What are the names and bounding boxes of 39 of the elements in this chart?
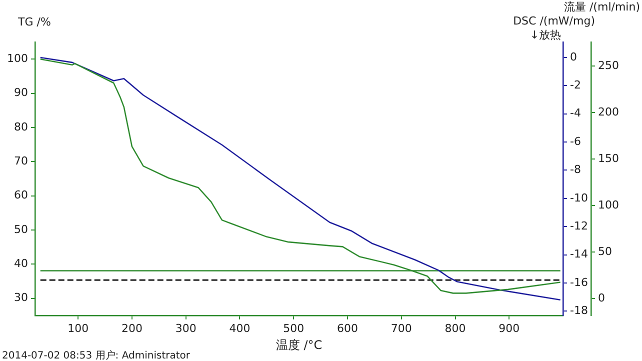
y2-axis-title: DSC /(mW/mg) [513, 14, 596, 28]
x-tick-label: 400 [229, 322, 250, 335]
y-tick-label: 80 [14, 120, 28, 134]
y2-tick-label: -18 [570, 304, 588, 318]
y-tick-label: 90 [14, 86, 28, 100]
y2-tick-label: -4 [570, 106, 582, 120]
y-axis-title: TG /% [17, 15, 51, 28]
y3-tick-label: 150 [598, 152, 620, 166]
y2-tick-label: -12 [570, 219, 588, 232]
x-tick-label: 800 [444, 322, 466, 335]
y2-tick-label: 0 [570, 50, 578, 64]
x-tick-label: 500 [283, 322, 304, 335]
y3-tick-label: 100 [598, 198, 620, 212]
y-tick-label: 100 [6, 52, 28, 65]
x-axis-title: 温度 /°C [276, 338, 322, 352]
y2-tick-label: -8 [570, 163, 582, 176]
y2-tick-label: -10 [570, 191, 588, 204]
x-tick-label: 700 [390, 322, 412, 335]
y-tick-label: 30 [14, 291, 28, 304]
y2-tick-label: -16 [570, 276, 588, 289]
y3-tick-label: 0 [598, 292, 606, 305]
y3-tick-label: 250 [598, 59, 620, 72]
text: ↓放热 [530, 28, 562, 42]
text: 2014-07-02 08:53 用户: Administrator [2, 350, 191, 361]
x-tick-label: 100 [68, 322, 89, 335]
y2-tick-label: -6 [570, 134, 582, 148]
x-tick-label: 900 [498, 322, 520, 335]
y-tick-label: 50 [14, 222, 28, 236]
y3-tick-label: 50 [598, 245, 612, 258]
y-tick-label: 60 [14, 188, 28, 202]
y2-tick-label: -2 [570, 78, 582, 92]
y-tick-label: 70 [14, 154, 28, 168]
y3-tick-label: 200 [598, 106, 620, 119]
y2-tick-label: -14 [570, 248, 588, 261]
x-tick-label: 300 [175, 322, 196, 335]
x-tick-label: 600 [337, 322, 358, 335]
y3-axis-title: 流量 /(ml/min) [564, 0, 640, 14]
y-tick-label: 40 [14, 256, 28, 270]
x-tick-label: 200 [121, 322, 142, 335]
